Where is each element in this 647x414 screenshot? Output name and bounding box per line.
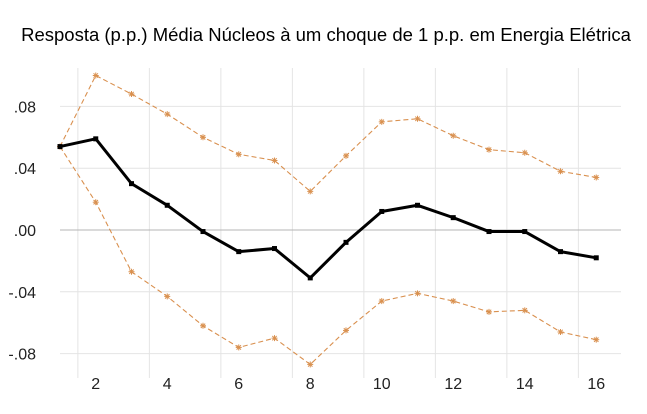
band-point (414, 115, 421, 122)
band-point (343, 327, 349, 334)
band-point (235, 344, 242, 351)
band-point (450, 298, 457, 305)
band-point (378, 298, 385, 305)
series-line-response (59, 137, 597, 280)
response-point (57, 144, 63, 150)
response-point (415, 202, 420, 208)
band-point (378, 118, 385, 125)
response-point (558, 249, 563, 255)
band-point (164, 293, 171, 300)
x-tick-label: 10 (373, 376, 391, 393)
band-point (164, 111, 171, 118)
response-point (486, 229, 492, 235)
x-tick-label: 8 (306, 376, 315, 393)
band-point (486, 146, 492, 153)
band-point (521, 149, 528, 156)
x-axis: 2 4 6 8 10 12 14 16 (91, 376, 605, 393)
band-point (271, 335, 278, 342)
series-layer (57, 72, 600, 368)
band-point (450, 132, 457, 139)
band-point (92, 199, 99, 206)
x-tick-label: 14 (516, 376, 534, 393)
band-point (557, 168, 564, 175)
x-tick-label: 12 (444, 376, 462, 393)
band-point (92, 72, 99, 79)
x-tick-label: 4 (163, 376, 172, 393)
response-point (129, 181, 134, 187)
band-point (593, 174, 600, 181)
y-tick-label: -.04 (8, 285, 36, 302)
grid (60, 68, 621, 378)
response-point (272, 246, 277, 252)
y-tick-label: .04 (14, 161, 36, 178)
band-point (593, 336, 600, 343)
band-point (521, 307, 528, 314)
band-point (343, 152, 349, 159)
y-axis: .08 .04 .00 -.04 -.08 (8, 99, 36, 363)
response-point (379, 208, 385, 214)
y-tick-label: .08 (14, 99, 36, 116)
series-line-lower-band (59, 146, 597, 365)
band-point (271, 157, 278, 164)
band-point (307, 361, 314, 368)
response-point (200, 229, 206, 235)
band-point (557, 328, 564, 335)
x-tick-label: 16 (587, 376, 605, 393)
y-tick-label: .00 (14, 223, 36, 240)
band-point (414, 290, 421, 297)
y-tick-label: -.08 (8, 347, 36, 364)
response-point (236, 249, 242, 255)
response-point (522, 229, 528, 235)
response-point (343, 239, 349, 245)
response-point (593, 255, 599, 261)
band-point (200, 134, 206, 141)
series-line-upper-band (59, 74, 597, 192)
response-point (450, 215, 456, 221)
response-point (307, 275, 313, 281)
response-point (164, 202, 170, 208)
x-tick-label: 2 (91, 376, 100, 393)
band-point (235, 151, 242, 158)
band-point (200, 322, 206, 329)
band-point (128, 91, 135, 98)
x-tick-label: 6 (234, 376, 243, 393)
response-point (93, 136, 99, 142)
chart-title: Resposta (p.p.) Média Núcleos à um choqu… (21, 24, 632, 45)
band-point (307, 188, 314, 195)
band-point (128, 268, 135, 275)
band-point (486, 308, 492, 315)
